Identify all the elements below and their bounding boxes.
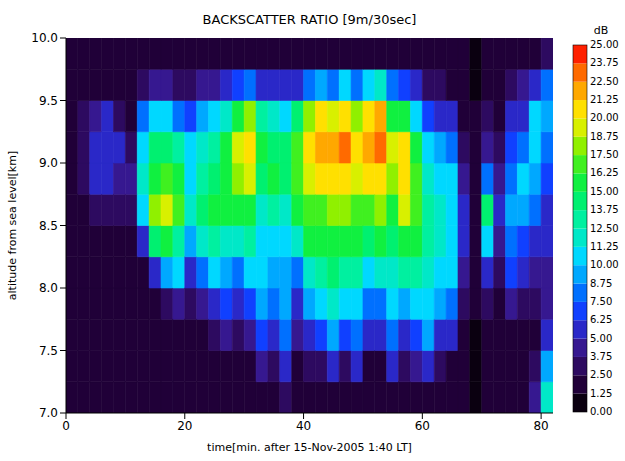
svg-text:altitude from sea level[km]: altitude from sea level[km] xyxy=(6,151,19,300)
svg-text:9.5: 9.5 xyxy=(39,94,58,108)
svg-text:7.50: 7.50 xyxy=(590,296,612,307)
svg-text:23.75: 23.75 xyxy=(590,57,619,68)
svg-text:8.0: 8.0 xyxy=(39,281,58,295)
svg-text:3.75: 3.75 xyxy=(590,351,612,362)
svg-text:2.50: 2.50 xyxy=(590,369,612,380)
svg-text:20.00: 20.00 xyxy=(590,112,619,123)
svg-text:13.75: 13.75 xyxy=(590,204,619,215)
svg-text:10.00: 10.00 xyxy=(590,259,619,270)
svg-text:16.25: 16.25 xyxy=(590,167,619,178)
svg-text:9.0: 9.0 xyxy=(39,156,58,170)
svg-text:time[min. after 15-Nov-2005 1:: time[min. after 15-Nov-2005 1:40 LT] xyxy=(207,441,412,454)
svg-text:6.25: 6.25 xyxy=(590,314,612,325)
svg-text:18.75: 18.75 xyxy=(590,131,619,142)
svg-text:0.00: 0.00 xyxy=(590,406,612,417)
svg-text:1.25: 1.25 xyxy=(590,388,612,399)
svg-text:20: 20 xyxy=(177,419,192,433)
svg-text:7.5: 7.5 xyxy=(39,344,58,358)
svg-text:10.0: 10.0 xyxy=(31,31,58,45)
svg-text:21.25: 21.25 xyxy=(590,94,619,105)
svg-text:8.75: 8.75 xyxy=(590,278,612,289)
html-text:BACKSCATTER RATIO [9m/30sec]: BACKSCATTER RATIO [9m/30sec] xyxy=(202,12,417,27)
svg-text:17.50: 17.50 xyxy=(590,149,619,160)
svg-text:8.5: 8.5 xyxy=(39,219,58,233)
svg-text:dB: dB xyxy=(594,24,609,37)
svg-text:80: 80 xyxy=(533,419,548,433)
svg-text:22.50: 22.50 xyxy=(590,76,619,87)
svg-text:25.00: 25.00 xyxy=(590,39,619,50)
svg-text:15.00: 15.00 xyxy=(590,186,619,197)
svg-text:5.00: 5.00 xyxy=(590,333,612,344)
svg-text:7.0: 7.0 xyxy=(39,406,58,420)
svg-text:40: 40 xyxy=(296,419,311,433)
svg-text:12.50: 12.50 xyxy=(590,223,619,234)
svg-text:0: 0 xyxy=(62,419,70,433)
svg-text:11.25: 11.25 xyxy=(590,241,619,252)
svg-text:60: 60 xyxy=(415,419,430,433)
